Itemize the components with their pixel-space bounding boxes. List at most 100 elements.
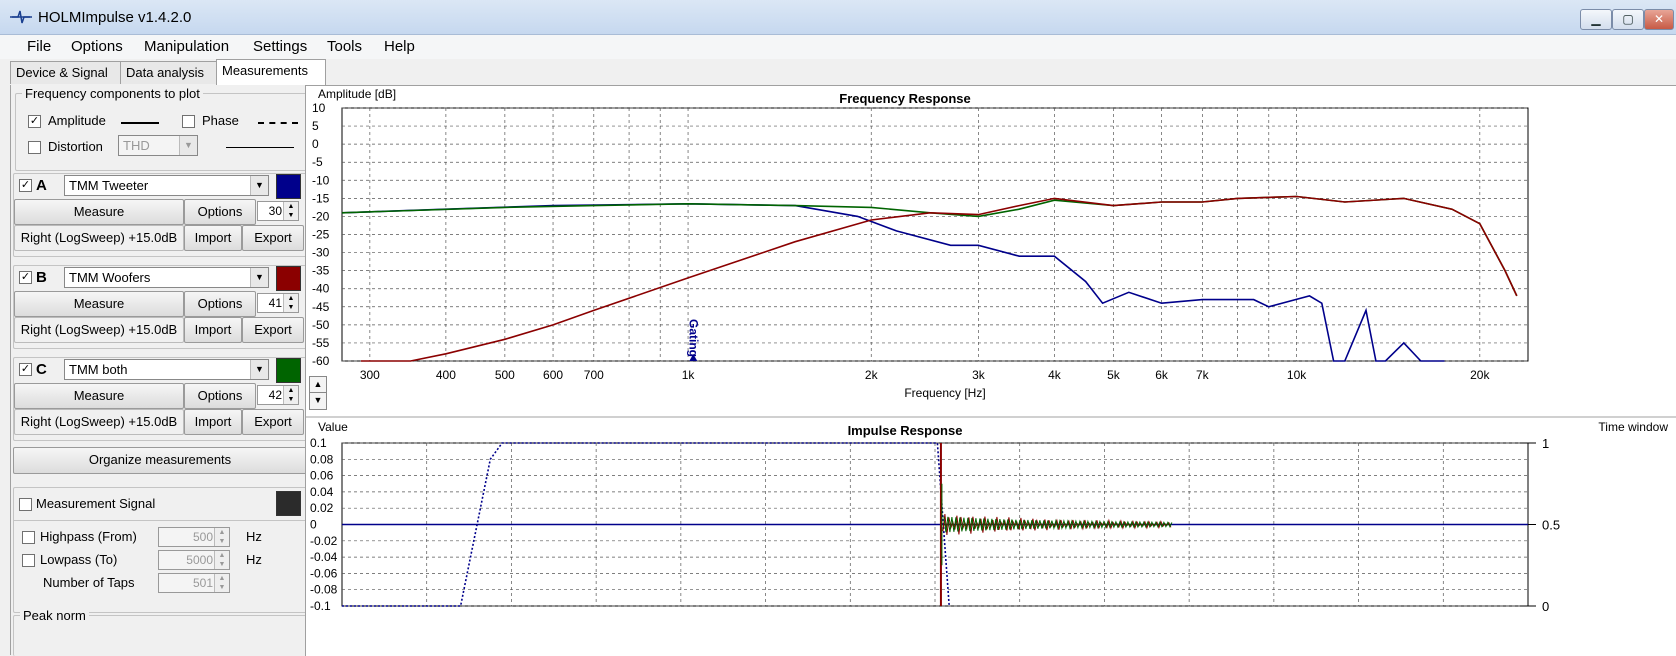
measurement-a-options-button[interactable]: Options — [184, 199, 256, 225]
menu-bar: File Options Manipulation Settings Tools… — [0, 35, 1676, 59]
chevron-down-icon: ▼ — [250, 176, 268, 195]
menu-tools[interactable]: Tools — [327, 38, 363, 55]
chevron-down-icon: ▼ — [250, 268, 268, 287]
distortion-line-style — [226, 147, 294, 148]
close-button[interactable]: ✕ — [1644, 9, 1674, 30]
y-tick-label: -0.08 — [310, 583, 338, 597]
measurement-signal-color-swatch[interactable] — [276, 491, 301, 516]
plot-splitter[interactable] — [306, 416, 1676, 418]
tab-measurements[interactable]: Measurements — [216, 59, 326, 85]
measurement-c-checkbox[interactable]: ✓ — [19, 363, 32, 376]
measurement-c-options-button[interactable]: Options — [184, 383, 256, 409]
y-tick-label: -5 — [312, 155, 323, 169]
amplitude-axis-label: Amplitude [dB] — [318, 87, 396, 101]
y-tick-label: -0.04 — [310, 550, 338, 564]
menu-help[interactable]: Help — [384, 38, 415, 55]
measurement-signal-group: Measurement Signal Highpass (From) 500 ▲… — [13, 487, 307, 613]
measurement-b-export-button[interactable]: Export — [242, 317, 304, 343]
x-tick-label: 4k — [1048, 368, 1062, 382]
measurement-signal-checkbox[interactable] — [19, 498, 32, 511]
measurement-c-export-button[interactable]: Export — [242, 409, 304, 435]
distortion-select[interactable]: THD ▼ — [118, 135, 198, 156]
amplitude-label: Amplitude — [48, 113, 106, 128]
spinner-arrows-icon[interactable]: ▲ ▼ — [283, 386, 298, 404]
measurement-a-import-button[interactable]: Import — [184, 225, 242, 251]
y-tick-label: 5 — [312, 119, 319, 133]
phase-checkbox[interactable] — [182, 115, 195, 128]
time-window-label: Time window — [1598, 420, 1668, 434]
highpass-checkbox[interactable] — [22, 531, 35, 544]
measurement-a-count-spinner[interactable]: 30 ▲ ▼ — [257, 201, 299, 221]
spinner-arrows-icon[interactable]: ▲ ▼ — [214, 551, 229, 569]
measurement-b-count: 41 — [268, 296, 282, 310]
measurement-a-export-button[interactable]: Export — [242, 225, 304, 251]
measurement-signal-label: Measurement Signal — [36, 496, 156, 511]
lowpass-spinner[interactable]: 5000 ▲ ▼ — [158, 550, 230, 570]
y-tick-label: 0.04 — [310, 485, 334, 499]
phase-label: Phase — [202, 113, 239, 128]
time-window-line — [342, 442, 950, 607]
measurement-a-measure-button[interactable]: Measure — [14, 199, 184, 225]
freq-components-title: Frequency components to plot — [22, 86, 203, 101]
maximize-button[interactable]: ▢ — [1612, 9, 1644, 30]
measurement-c-color-swatch[interactable] — [276, 358, 301, 383]
measurement-c-count: 42 — [268, 388, 282, 402]
gating-marker-arrow — [689, 354, 698, 361]
highpass-value: 500 — [192, 530, 213, 544]
measurement-c-name-select[interactable]: TMM both ▼ — [64, 359, 269, 380]
menu-manipulation[interactable]: Manipulation — [144, 38, 230, 55]
distortion-checkbox[interactable] — [28, 141, 41, 154]
x-tick-label: 10k — [1287, 368, 1307, 382]
measurement-a-color-swatch[interactable] — [276, 174, 301, 199]
x-tick-label: 20k — [1470, 368, 1490, 382]
tab-device-signal[interactable]: Device & Signal — [10, 61, 126, 84]
measurement-b-options-button[interactable]: Options — [184, 291, 256, 317]
y-tick-label: 0.02 — [310, 501, 334, 515]
distortion-select-value: THD — [123, 138, 150, 153]
y-tick-label: 10 — [312, 101, 326, 115]
measurement-b-checkbox[interactable]: ✓ — [19, 271, 32, 284]
peak-norm-title: Peak norm — [20, 608, 89, 623]
series-line-2 — [360, 195, 1518, 362]
y-tick-label: 0.1 — [310, 436, 327, 450]
y-tick-label: -45 — [312, 300, 330, 314]
menu-settings[interactable]: Settings — [253, 38, 308, 55]
measurement-b-measure-button[interactable]: Measure — [14, 291, 184, 317]
frequency-response-chart[interactable]: Amplitude [dB] Frequency Response 10 5 0 -5 -1… — [306, 86, 1676, 416]
y-tick-label: 0 — [312, 137, 319, 151]
frequency-axis-label: Frequency [Hz] — [904, 386, 985, 400]
lowpass-checkbox[interactable] — [22, 554, 35, 567]
y-tick-label: -0.02 — [310, 534, 338, 548]
measurement-a-name: TMM Tweeter — [69, 178, 149, 193]
organize-measurements-button[interactable]: Organize measurements — [13, 447, 307, 474]
menu-options[interactable]: Options — [71, 38, 123, 55]
measurement-b-import-button[interactable]: Import — [184, 317, 242, 343]
measurement-a-name-select[interactable]: TMM Tweeter ▼ — [64, 175, 269, 196]
measurements-panel: Frequency components to plot ✓ Amplitude… — [10, 85, 322, 656]
measurement-a-info: Right (LogSweep) +15.0dB — [14, 225, 184, 251]
spinner-arrows-icon[interactable]: ▲ ▼ — [214, 574, 229, 592]
amplitude-checkbox[interactable]: ✓ — [28, 115, 41, 128]
measurement-b-name-select[interactable]: TMM Woofers ▼ — [64, 267, 269, 288]
measurement-c-count-spinner[interactable]: 42 ▲ ▼ — [257, 385, 299, 405]
impulse-ringing-red — [942, 514, 1172, 536]
measurement-b-count-spinner[interactable]: 41 ▲ ▼ — [257, 293, 299, 313]
y-tick-label: -20 — [312, 209, 330, 223]
measurement-b-color-swatch[interactable] — [276, 266, 301, 291]
tab-data-analysis[interactable]: Data analysis — [120, 61, 222, 84]
spinner-arrows-icon[interactable]: ▲ ▼ — [283, 294, 298, 312]
taps-spinner[interactable]: 501 ▲ ▼ — [158, 573, 230, 593]
measurement-c-import-button[interactable]: Import — [184, 409, 242, 435]
scroll-down-button[interactable]: ▼ — [309, 392, 327, 410]
measurement-a-checkbox[interactable]: ✓ — [19, 179, 32, 192]
minimize-button[interactable]: ▁ — [1580, 9, 1612, 30]
impulse-response-chart[interactable]: Value Impulse Response Time window 0.1 0.08 0… — [306, 418, 1676, 656]
measurement-a-letter: A — [36, 177, 47, 194]
spinner-arrows-icon[interactable]: ▲ ▼ — [283, 202, 298, 220]
spinner-arrows-icon[interactable]: ▲ ▼ — [214, 528, 229, 546]
chevron-down-icon: ▼ — [250, 360, 268, 379]
highpass-spinner[interactable]: 500 ▲ ▼ — [158, 527, 230, 547]
menu-file[interactable]: File — [27, 38, 52, 55]
window-title: HOLMImpulse v1.4.2.0 — [38, 9, 192, 26]
measurement-c-measure-button[interactable]: Measure — [14, 383, 184, 409]
